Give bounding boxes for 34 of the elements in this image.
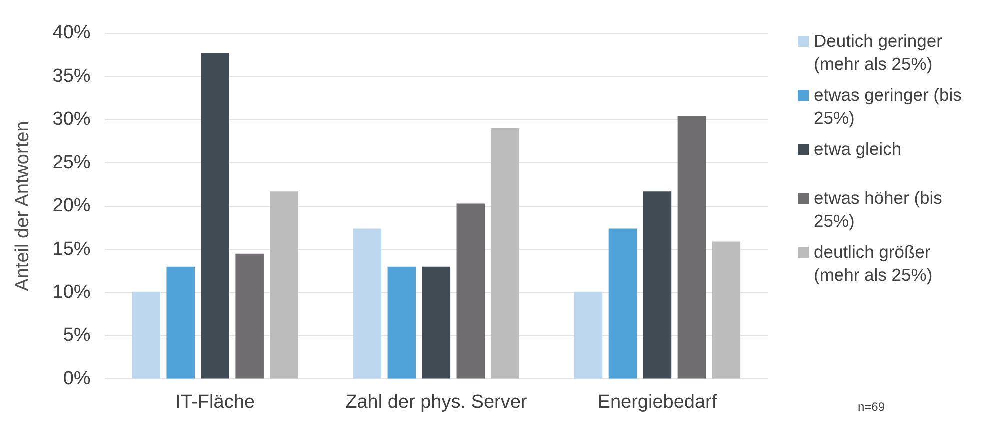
- y-tick-label: 25%: [52, 152, 91, 174]
- y-tick-label: 0%: [63, 368, 91, 390]
- y-tick-label: 5%: [63, 325, 91, 346]
- legend-label: etwas geringer (bis 25%): [814, 84, 963, 130]
- text: n=69: [858, 400, 886, 414]
- bar: [236, 254, 264, 379]
- bar: [422, 266, 451, 379]
- bar: [491, 128, 520, 379]
- y-tick-label: 20%: [52, 196, 91, 217]
- bar: [270, 192, 298, 379]
- bar: [201, 53, 230, 379]
- bar: [456, 204, 486, 379]
- y-tick-label: 40%: [52, 22, 91, 44]
- bar: [388, 266, 416, 379]
- y-tick-label: 35%: [52, 66, 91, 87]
- bar: [643, 192, 672, 379]
- bar: [608, 228, 638, 379]
- y-axis-title: Anteil der Antworten: [12, 121, 34, 292]
- bar: [574, 292, 603, 379]
- bar: [132, 292, 161, 379]
- bar: [712, 242, 741, 379]
- x-tick-label: Energiebedarf: [598, 392, 718, 413]
- y-tick-label: 30%: [52, 109, 91, 130]
- x-tick-label: IT-Fläche: [176, 392, 255, 413]
- legend-label: Deutich geringer (mehr als 25%): [814, 30, 944, 76]
- legend-label: etwa gleich: [814, 138, 902, 161]
- bar: [353, 228, 382, 379]
- x-tick-label: Zahl der phys. Server: [346, 392, 528, 413]
- bar: [678, 116, 706, 379]
- bar: [166, 266, 196, 379]
- y-tick-label: 15%: [52, 238, 91, 260]
- y-tick-label: 10%: [52, 282, 91, 303]
- legend-label: deutlich größer (mehr als 25%): [814, 241, 934, 287]
- legend-label: etwas höher (bis 25%): [814, 187, 944, 233]
